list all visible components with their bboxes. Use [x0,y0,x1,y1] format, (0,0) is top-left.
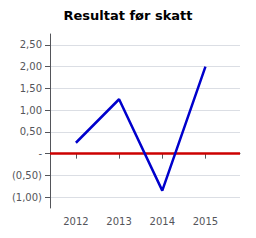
svg-text:-: - [38,148,42,159]
svg-text:2015: 2015 [193,216,218,227]
svg-text:2012: 2012 [63,216,88,227]
svg-text:(0,50): (0,50) [12,170,42,181]
svg-text:(1,00): (1,00) [12,192,42,203]
svg-text:1,00: 1,00 [20,105,42,116]
svg-text:2,00: 2,00 [20,61,42,72]
svg-text:2014: 2014 [150,216,175,227]
svg-text:Resultat før skatt: Resultat før skatt [63,8,192,23]
svg-text:2,50: 2,50 [20,39,42,50]
svg-text:2013: 2013 [106,216,131,227]
svg-text:1,50: 1,50 [20,83,42,94]
svg-text:0,50: 0,50 [20,126,42,137]
